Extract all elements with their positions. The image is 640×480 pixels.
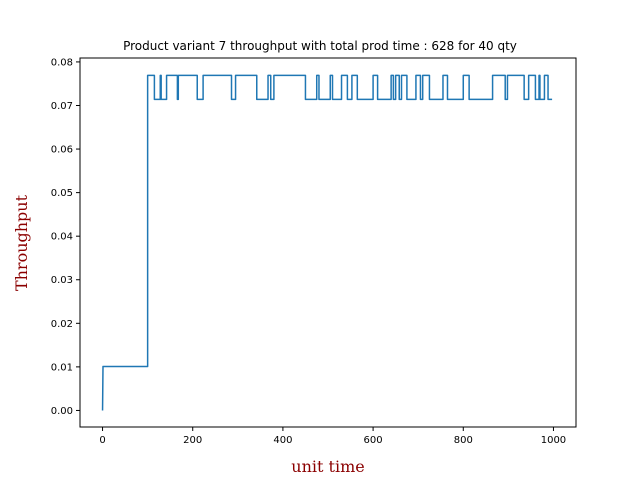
- y-tick-label: 0.06: [51, 145, 73, 156]
- y-tick-label: 0.00: [51, 406, 73, 417]
- x-tick-label: 600: [364, 435, 383, 446]
- y-tick-label: 0.03: [51, 275, 73, 286]
- y-axis-label: Throughput: [12, 194, 31, 291]
- y-axis: 0.00 0.01 0.02 0.03 0.04 0.05 0.06 0.07 0.08: [51, 57, 80, 417]
- throughput-series-line: [101, 74, 553, 411]
- x-tick-label: 200: [183, 435, 202, 446]
- x-tick-label: 400: [273, 435, 292, 446]
- x-tick-label: 800: [454, 435, 473, 446]
- x-axis-label: unit time: [291, 457, 364, 476]
- plot-area: [101, 74, 553, 411]
- chart-title: Product variant 7 throughput with total …: [123, 39, 517, 53]
- y-tick-label: 0.01: [51, 362, 73, 373]
- x-tick-label: 1000: [541, 435, 566, 446]
- x-tick-label: 0: [99, 435, 105, 446]
- y-tick-label: 0.04: [51, 232, 73, 243]
- y-tick-label: 0.08: [51, 57, 73, 68]
- y-tick-label: 0.02: [51, 319, 73, 330]
- y-tick-label: 0.05: [51, 188, 73, 199]
- plot-frame: [79, 57, 577, 428]
- x-axis: 0 200 400 600 800 1000: [99, 427, 566, 446]
- y-tick-label: 0.07: [51, 101, 73, 112]
